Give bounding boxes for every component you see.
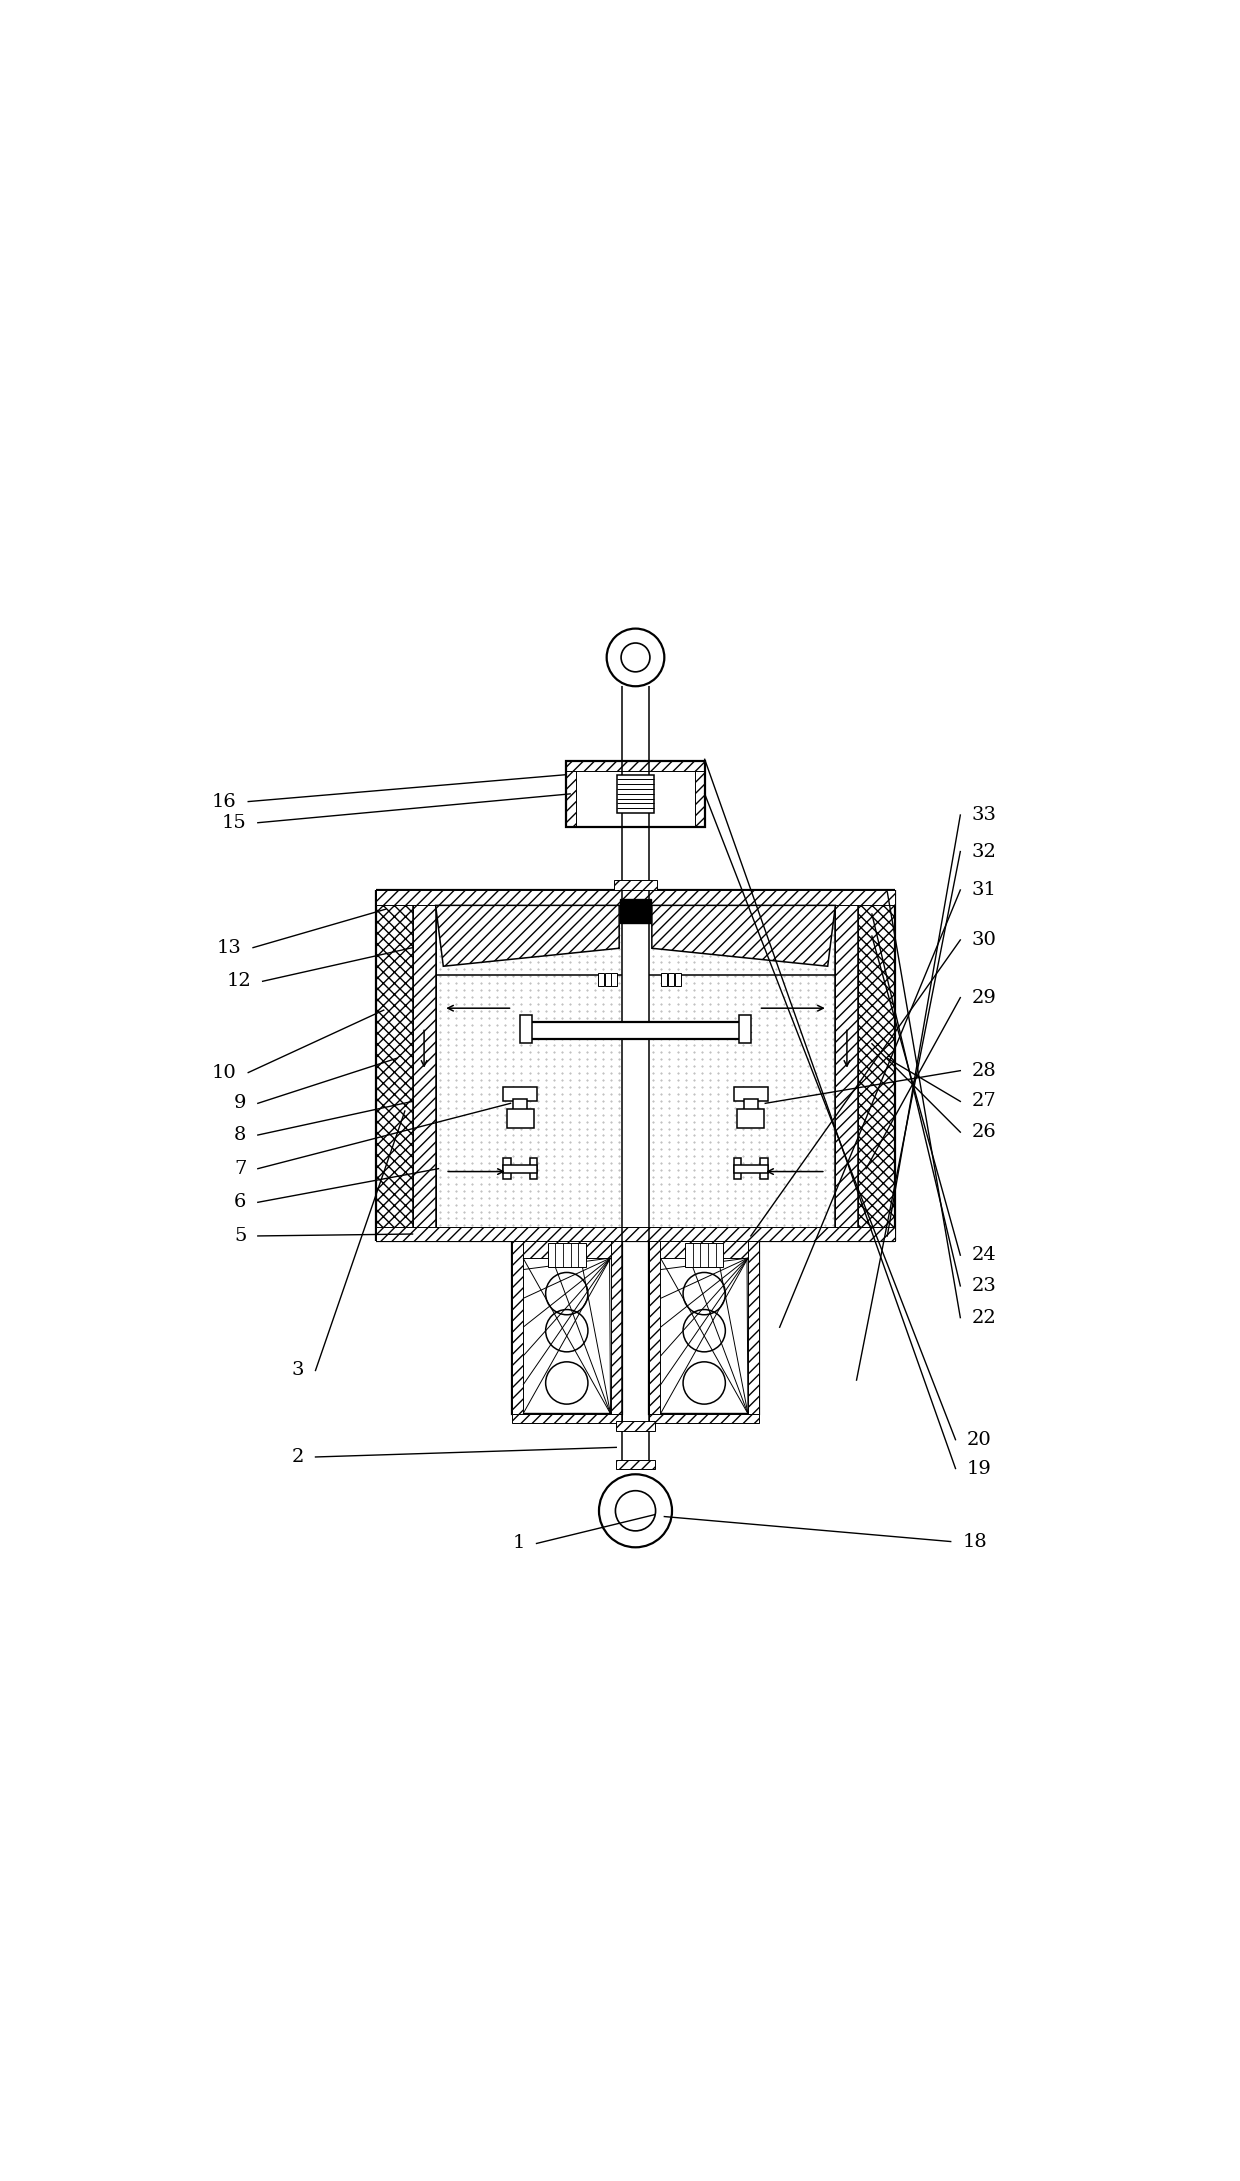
Text: 28: 28: [972, 1062, 997, 1080]
Bar: [738, 1110, 764, 1128]
Bar: [620, 899, 651, 923]
Text: 27: 27: [972, 1093, 997, 1110]
Bar: [739, 1014, 751, 1043]
Text: 30: 30: [972, 931, 997, 949]
Bar: [661, 973, 667, 986]
Bar: [529, 1158, 537, 1180]
Text: 7: 7: [234, 1160, 247, 1178]
Text: 13: 13: [217, 938, 242, 957]
Polygon shape: [435, 905, 619, 966]
Bar: [512, 1241, 622, 1413]
Bar: [512, 1241, 523, 1413]
Bar: [675, 973, 681, 986]
Bar: [567, 761, 704, 770]
Bar: [614, 881, 657, 890]
Bar: [734, 1165, 768, 1173]
Bar: [503, 1158, 511, 1180]
Text: 1: 1: [512, 1535, 525, 1553]
Bar: [616, 1459, 655, 1470]
Bar: [649, 1241, 661, 1413]
Text: 20: 20: [967, 1431, 992, 1448]
Text: 16: 16: [212, 792, 237, 811]
Bar: [548, 1243, 587, 1267]
Bar: [605, 973, 610, 986]
Bar: [598, 973, 604, 986]
Text: 18: 18: [962, 1533, 987, 1551]
Bar: [529, 1021, 742, 1038]
Text: 5: 5: [234, 1228, 247, 1245]
Bar: [567, 761, 575, 827]
Bar: [616, 1422, 655, 1431]
Text: 2: 2: [291, 1448, 304, 1466]
Text: 29: 29: [972, 988, 997, 1008]
Bar: [748, 1241, 759, 1413]
Bar: [512, 1413, 622, 1424]
Bar: [521, 1014, 532, 1043]
Bar: [376, 890, 413, 1241]
Bar: [734, 1158, 742, 1180]
Bar: [684, 1243, 723, 1267]
Text: 12: 12: [227, 973, 250, 990]
Bar: [649, 1413, 759, 1424]
Bar: [649, 1241, 759, 1258]
Bar: [503, 1086, 537, 1101]
Bar: [610, 1241, 622, 1413]
Text: 3: 3: [291, 1361, 304, 1381]
Bar: [668, 973, 675, 986]
Bar: [413, 890, 435, 1241]
Bar: [618, 774, 653, 814]
Bar: [611, 973, 618, 986]
Text: 26: 26: [972, 1123, 997, 1141]
Bar: [567, 761, 704, 827]
Text: 15: 15: [222, 814, 247, 831]
Text: 8: 8: [234, 1125, 247, 1145]
Text: 9: 9: [234, 1095, 247, 1112]
Text: 32: 32: [972, 842, 997, 861]
Text: 19: 19: [967, 1459, 992, 1477]
Text: 33: 33: [972, 807, 997, 824]
Text: 23: 23: [972, 1276, 997, 1296]
Bar: [696, 761, 704, 827]
Bar: [649, 1241, 759, 1413]
Bar: [376, 1228, 895, 1241]
Bar: [760, 1158, 768, 1180]
Text: 24: 24: [972, 1245, 997, 1265]
Text: 22: 22: [972, 1309, 997, 1326]
Bar: [858, 890, 895, 1241]
Bar: [507, 1110, 533, 1128]
Bar: [503, 1165, 537, 1173]
Text: 6: 6: [234, 1193, 247, 1210]
Bar: [734, 1086, 768, 1101]
Bar: [512, 1241, 622, 1258]
Bar: [376, 890, 895, 905]
Text: 10: 10: [212, 1064, 237, 1082]
Bar: [744, 1099, 758, 1110]
Polygon shape: [652, 905, 836, 966]
Bar: [513, 1099, 527, 1110]
Bar: [836, 890, 858, 1241]
Text: 31: 31: [972, 881, 997, 899]
